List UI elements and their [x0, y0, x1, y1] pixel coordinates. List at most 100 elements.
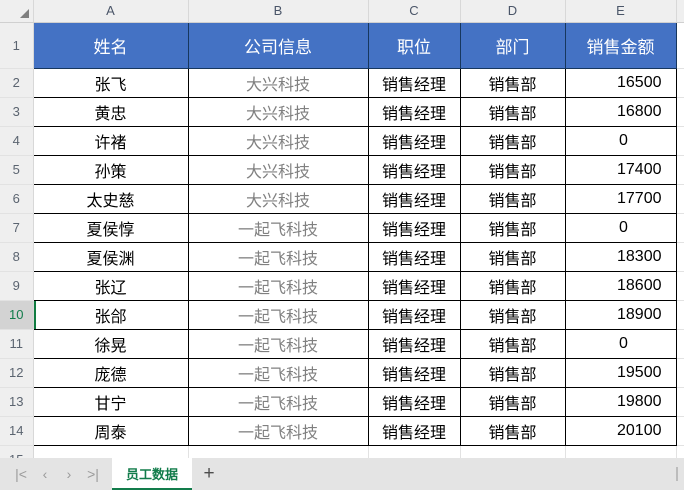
- cell-amount[interactable]: 16500: [564, 67, 677, 98]
- row-header-9[interactable]: 9: [0, 271, 34, 301]
- cell-position[interactable]: 销售经理: [367, 212, 461, 243]
- cell-name[interactable]: 夏侯惇: [32, 212, 189, 243]
- cell-name[interactable]: 庞德: [32, 357, 189, 388]
- cell-position[interactable]: 销售经理: [367, 241, 461, 272]
- header-cell-company[interactable]: 公司信息: [187, 21, 369, 69]
- cell-position[interactable]: 销售经理: [367, 270, 461, 301]
- header-cell-position[interactable]: 职位: [367, 21, 461, 69]
- cell-position[interactable]: 销售经理: [367, 96, 461, 127]
- cell-company[interactable]: 大兴科技: [187, 125, 369, 156]
- cell-department[interactable]: 销售部: [459, 299, 566, 330]
- row-header-12[interactable]: 12: [0, 358, 34, 388]
- cell-position[interactable]: 销售经理: [367, 328, 461, 359]
- cell-department[interactable]: 销售部: [459, 328, 566, 359]
- cell-department[interactable]: 销售部: [459, 96, 566, 127]
- cell-company[interactable]: 一起飞科技: [187, 415, 369, 446]
- cell-position[interactable]: 销售经理: [367, 357, 461, 388]
- cell-empty[interactable]: [33, 445, 189, 458]
- cell-position[interactable]: 销售经理: [367, 386, 461, 417]
- row-header-8[interactable]: 8: [0, 242, 34, 272]
- cell-company[interactable]: 一起飞科技: [187, 299, 369, 330]
- row-header-2[interactable]: 2: [0, 68, 34, 98]
- cell-company[interactable]: 大兴科技: [187, 154, 369, 185]
- cell-amount[interactable]: 17400: [564, 154, 677, 185]
- next-sheet-icon[interactable]: ›: [66, 466, 72, 482]
- cell-name[interactable]: 甘宁: [32, 386, 189, 417]
- cell-position[interactable]: 销售经理: [367, 183, 461, 214]
- cell-department[interactable]: 销售部: [459, 67, 566, 98]
- header-cell-name[interactable]: 姓名: [32, 21, 189, 69]
- cell-company[interactable]: 一起飞科技: [187, 212, 369, 243]
- cell-name[interactable]: 夏侯渊: [32, 241, 189, 272]
- cell-name[interactable]: 徐晃: [32, 328, 189, 359]
- cell-empty[interactable]: [565, 445, 677, 458]
- row-header-3[interactable]: 3: [0, 97, 34, 127]
- cell-company[interactable]: 大兴科技: [187, 67, 369, 98]
- row-header-13[interactable]: 13: [0, 387, 34, 417]
- row-header-1[interactable]: 1: [0, 22, 34, 69]
- row-header-11[interactable]: 11: [0, 329, 34, 359]
- cell-department[interactable]: 销售部: [459, 154, 566, 185]
- first-sheet-icon[interactable]: |<: [15, 466, 27, 482]
- cell-department[interactable]: 销售部: [459, 415, 566, 446]
- cell-company[interactable]: 一起飞科技: [187, 357, 369, 388]
- table-row[interactable]: 8 夏侯渊 一起飞科技 销售经理 销售部 18300: [0, 241, 684, 272]
- column-header-d[interactable]: D: [460, 0, 566, 23]
- cell-name[interactable]: 许褚: [32, 125, 189, 156]
- cell-amount[interactable]: 17700: [564, 183, 677, 214]
- cell-amount[interactable]: 0: [564, 125, 677, 156]
- row-header-14[interactable]: 14: [0, 416, 34, 446]
- cell-position[interactable]: 销售经理: [367, 154, 461, 185]
- table-row[interactable]: 9 张辽 一起飞科技 销售经理 销售部 18600: [0, 270, 684, 301]
- cell-name[interactable]: 孙策: [32, 154, 189, 185]
- row-header-15[interactable]: 15: [0, 445, 34, 458]
- cell-amount[interactable]: 18600: [564, 270, 677, 301]
- table-row[interactable]: 3 黄忠 大兴科技 销售经理 销售部 16800: [0, 96, 684, 127]
- prev-sheet-icon[interactable]: ‹: [42, 466, 48, 482]
- column-header-a[interactable]: A: [33, 0, 189, 23]
- cell-position[interactable]: 销售经理: [367, 125, 461, 156]
- cell-department[interactable]: 销售部: [459, 125, 566, 156]
- cell-department[interactable]: 销售部: [459, 241, 566, 272]
- sheet-tab-employee-data[interactable]: 员工数据: [112, 458, 193, 490]
- cell-company[interactable]: 大兴科技: [187, 96, 369, 127]
- cell-empty[interactable]: [188, 445, 369, 458]
- horizontal-scrollbar[interactable]: [676, 467, 678, 481]
- cell-position[interactable]: 销售经理: [367, 415, 461, 446]
- row-header-10[interactable]: 10: [0, 300, 34, 330]
- cell-department[interactable]: 销售部: [459, 183, 566, 214]
- row-header-5[interactable]: 5: [0, 155, 34, 185]
- table-row[interactable]: 2 张飞 大兴科技 销售经理 销售部 16500: [0, 67, 684, 98]
- table-row[interactable]: 5 孙策 大兴科技 销售经理 销售部 17400: [0, 154, 684, 185]
- add-sheet-button[interactable]: +: [203, 463, 215, 484]
- cell-name[interactable]: 张辽: [32, 270, 189, 301]
- cell-company[interactable]: 一起飞科技: [187, 386, 369, 417]
- header-cell-department[interactable]: 部门: [459, 21, 566, 69]
- cell-name[interactable]: 张飞: [32, 67, 189, 98]
- cell-department[interactable]: 销售部: [459, 270, 566, 301]
- cell-position[interactable]: 销售经理: [367, 67, 461, 98]
- cell-name[interactable]: 黄忠: [32, 96, 189, 127]
- table-row[interactable]: 12 庞德 一起飞科技 销售经理 销售部 19500: [0, 357, 684, 388]
- column-header-b[interactable]: B: [188, 0, 369, 23]
- last-sheet-icon[interactable]: >|: [87, 466, 99, 482]
- cell-company[interactable]: 一起飞科技: [187, 270, 369, 301]
- cell-amount[interactable]: 16800: [564, 96, 677, 127]
- table-row[interactable]: 7 夏侯惇 一起飞科技 销售经理 销售部 0: [0, 212, 684, 243]
- table-row-empty[interactable]: 15: [0, 445, 684, 458]
- row-header-7[interactable]: 7: [0, 213, 34, 243]
- cell-name[interactable]: 周泰: [32, 415, 189, 446]
- table-row[interactable]: 6 太史慈 大兴科技 销售经理 销售部 17700: [0, 183, 684, 214]
- table-row[interactable]: 14 周泰 一起飞科技 销售经理 销售部 20100: [0, 415, 684, 446]
- column-header-c[interactable]: C: [368, 0, 461, 23]
- table-row[interactable]: 10 张郃 一起飞科技 销售经理 销售部 18900: [0, 299, 684, 330]
- cell-empty[interactable]: [368, 445, 461, 458]
- cell-name[interactable]: 张郃: [32, 299, 189, 330]
- row-header-4[interactable]: 4: [0, 126, 34, 156]
- header-cell-amount[interactable]: 销售金额: [564, 21, 677, 69]
- cell-amount[interactable]: 18900: [564, 299, 677, 330]
- cell-empty[interactable]: [460, 445, 566, 458]
- table-row[interactable]: 13 甘宁 一起飞科技 销售经理 销售部 19800: [0, 386, 684, 417]
- cell-amount[interactable]: 19800: [564, 386, 677, 417]
- cell-position[interactable]: 销售经理: [367, 299, 461, 330]
